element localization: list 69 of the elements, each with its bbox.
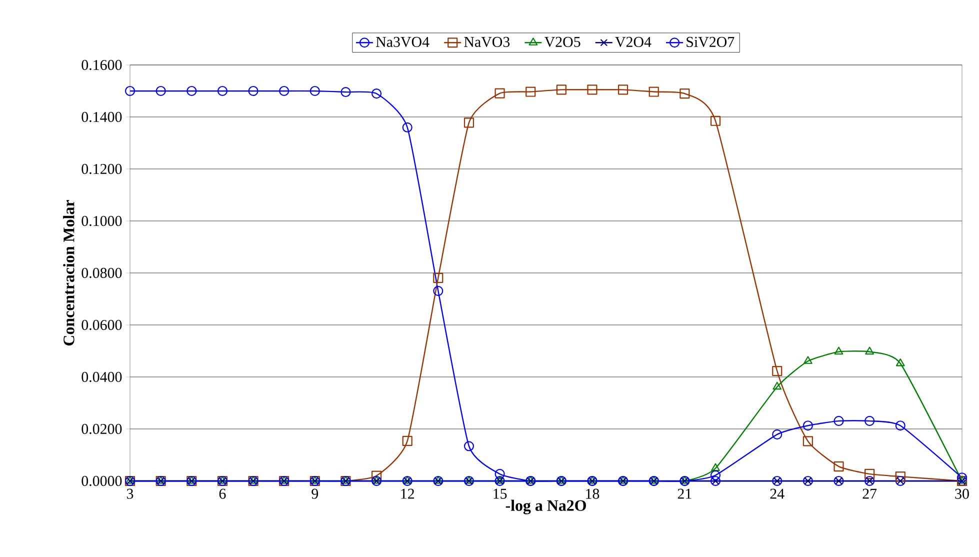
- x-tick-label: 6: [219, 488, 226, 499]
- point: [896, 358, 905, 366]
- x-tick-label: 24: [770, 488, 784, 499]
- point: [402, 436, 412, 446]
- point: [494, 468, 505, 479]
- point: [556, 84, 566, 95]
- x-tick-label: 21: [678, 488, 692, 499]
- x-tick-label: 30: [955, 488, 969, 499]
- y-tick-label: 0.1200: [82, 164, 122, 174]
- x-tick-label: 18: [586, 488, 600, 499]
- point: [340, 86, 351, 98]
- point: [864, 468, 875, 479]
- point: [464, 441, 474, 452]
- x-tick-label: 3: [126, 488, 134, 499]
- legend-label: V2O5: [544, 36, 580, 48]
- y-tick-label: 0.1400: [82, 112, 122, 122]
- point: [156, 86, 166, 96]
- point: [494, 88, 505, 98]
- point: [402, 122, 412, 132]
- point: [865, 346, 874, 355]
- point: [772, 429, 782, 440]
- point: [186, 86, 197, 96]
- point: [710, 116, 721, 126]
- point: [834, 346, 844, 355]
- point: [433, 272, 444, 283]
- point: [371, 470, 382, 481]
- point: [864, 416, 875, 426]
- y-axis-title: Concentracion Molar: [63, 200, 74, 346]
- point: [248, 86, 258, 96]
- x-axis-title: -log a Na2O: [506, 500, 586, 514]
- y-tick-label: 0.1600: [82, 60, 122, 70]
- point: [587, 84, 598, 95]
- point: [464, 118, 474, 128]
- y-tick-label: 0.0600: [82, 320, 122, 330]
- point: [772, 366, 782, 376]
- x-tick-label: 27: [862, 488, 877, 499]
- point: [648, 86, 659, 97]
- point: [279, 86, 290, 96]
- point: [680, 88, 690, 99]
- point: [526, 86, 536, 97]
- point: [618, 84, 628, 95]
- point: [895, 472, 906, 482]
- point: [310, 86, 320, 96]
- point: [834, 461, 844, 472]
- point: [710, 470, 721, 480]
- y-tick-label: 0.0200: [82, 424, 122, 434]
- legend-label: Na3VO4: [376, 36, 430, 48]
- point: [895, 420, 906, 431]
- point: [802, 436, 813, 446]
- x-tick-label: 12: [401, 488, 414, 499]
- legend-label: SiV2O7: [686, 36, 734, 48]
- y-tick-label: 0.1000: [82, 216, 122, 226]
- x-tick-label: 9: [312, 488, 318, 499]
- legend-label: NaVO3: [464, 36, 510, 48]
- point: [834, 416, 844, 426]
- point: [804, 356, 812, 364]
- y-tick-label: 0.0000: [82, 476, 122, 486]
- point: [711, 463, 720, 472]
- x-tick-label: 15: [494, 488, 507, 499]
- point: [772, 382, 782, 390]
- point: [802, 420, 813, 431]
- point: [217, 86, 228, 96]
- point: [371, 88, 382, 99]
- y-tick-label: 0.0400: [82, 372, 122, 382]
- point: [433, 286, 444, 296]
- y-tick-label: 0.0800: [82, 268, 122, 278]
- point: [956, 472, 968, 483]
- legend-label: V2O4: [615, 36, 652, 48]
- point: [124, 86, 136, 96]
